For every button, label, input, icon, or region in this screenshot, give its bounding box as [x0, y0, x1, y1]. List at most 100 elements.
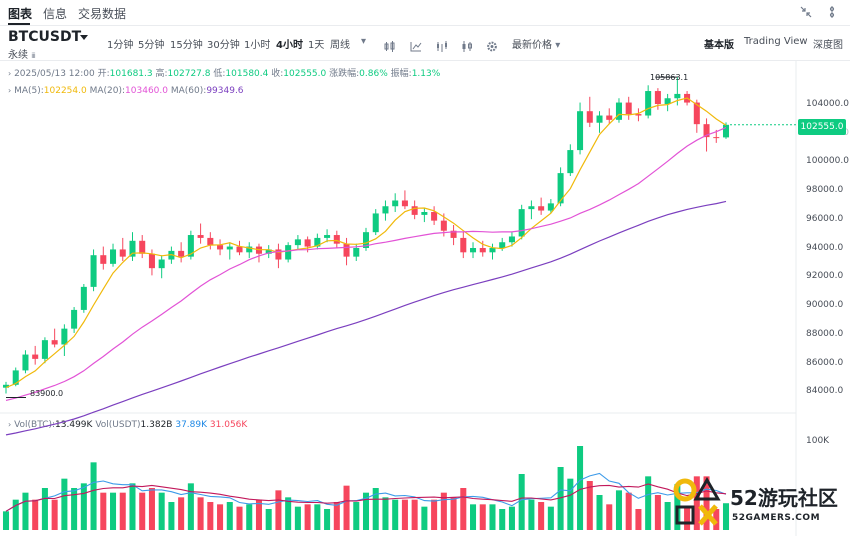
- price-tick: 84000.0: [806, 386, 844, 396]
- candle-body: [411, 206, 418, 215]
- drawing-icon[interactable]: [436, 37, 448, 52]
- volume-bar: [71, 488, 78, 530]
- close-value: 102555.0: [283, 69, 327, 79]
- volume-bar: [567, 478, 574, 530]
- collapse-icon[interactable]: [800, 6, 812, 18]
- candle-body: [119, 249, 126, 257]
- volume-bar: [246, 504, 253, 530]
- volume-bar: [547, 506, 554, 530]
- tab-info[interactable]: 信息: [43, 7, 68, 21]
- volume-bar: [508, 506, 515, 530]
- candle-body: [372, 213, 379, 233]
- candle-body: [538, 206, 545, 211]
- candle-body: [518, 209, 525, 237]
- price-type-dropdown-icon: ▾: [555, 40, 561, 51]
- current-price-tag: 102555.0: [798, 119, 846, 135]
- volume-bar: [401, 499, 408, 530]
- interval-weekly[interactable]: 周线: [330, 40, 350, 51]
- volume-bar: [693, 476, 700, 530]
- view-tradingview[interactable]: Trading View: [744, 36, 808, 47]
- volume-bar: [178, 497, 185, 530]
- volume-bar: [12, 499, 19, 530]
- candle-body: [635, 114, 642, 116]
- interval-15m[interactable]: 15分钟: [170, 40, 203, 51]
- candle-body: [197, 235, 204, 238]
- candle-body: [508, 236, 515, 243]
- candle-body: [343, 243, 350, 257]
- candle-body: [158, 259, 165, 269]
- volume-bar: [110, 492, 117, 530]
- volume-bar: [411, 499, 418, 530]
- more-intervals-icon[interactable]: ▾: [361, 36, 367, 47]
- interval-30m[interactable]: 30分钟: [207, 40, 240, 51]
- volume-bar: [80, 483, 87, 530]
- low-value: 101580.4: [225, 69, 269, 79]
- view-depth[interactable]: 深度图: [813, 40, 843, 51]
- volume-bar: [538, 502, 545, 530]
- watermark-title: 52游玩社区: [730, 486, 838, 510]
- ma60-line: [5, 200, 727, 436]
- low-marker-label: 83900.0: [30, 389, 64, 398]
- volume-bar: [615, 490, 622, 530]
- candle-body: [110, 249, 117, 264]
- view-basic[interactable]: 基本版: [704, 40, 734, 51]
- ma-collapse-chevron-icon[interactable]: ›: [8, 86, 12, 95]
- candle-body: [51, 340, 58, 345]
- interval-5m[interactable]: 5分钟: [138, 40, 165, 51]
- volume-bar: [236, 506, 243, 530]
- volume-bar: [158, 492, 165, 530]
- tab-trading-data[interactable]: 交易数据: [78, 7, 127, 21]
- candle-body: [41, 340, 48, 359]
- candle-body: [304, 239, 311, 247]
- candle-body: [353, 248, 360, 257]
- ma20-value: 103460.0: [125, 86, 168, 96]
- candle-body: [606, 115, 613, 120]
- candle-body: [324, 235, 331, 238]
- symbol-name[interactable]: BTCUSDT: [8, 29, 82, 45]
- volume-bar: [703, 476, 710, 530]
- volume-bar: [450, 497, 457, 530]
- interval-4h[interactable]: 4小时: [276, 40, 303, 51]
- volume-bar: [713, 509, 720, 530]
- volume-bar: [577, 446, 584, 530]
- high-marker-label: 105863.1: [650, 73, 689, 82]
- volume-bar: [392, 499, 399, 530]
- price-tick: 96000.0: [806, 214, 844, 224]
- indicator-icon[interactable]: [410, 37, 422, 52]
- volume-bar: [314, 504, 321, 530]
- compare-icon[interactable]: [461, 37, 473, 52]
- tab-chart[interactable]: 图表: [8, 7, 33, 21]
- interval-1m[interactable]: 1分钟: [107, 40, 134, 51]
- symbol-dropdown-icon[interactable]: [80, 35, 88, 40]
- layout-icon[interactable]: [826, 6, 838, 18]
- price-tick: 100000.0: [806, 156, 849, 166]
- candle-body: [586, 111, 593, 123]
- price-tick: 86000.0: [806, 358, 844, 368]
- volume-bar: [22, 492, 29, 530]
- candle-body: [392, 200, 399, 207]
- vol-collapse-chevron-icon[interactable]: ›: [8, 420, 12, 429]
- candle-body: [693, 102, 700, 125]
- volume-bar: [431, 499, 438, 530]
- volume-bar: [421, 506, 428, 530]
- candle-style-icon[interactable]: [384, 37, 396, 52]
- interval-1h[interactable]: 1小时: [244, 40, 271, 51]
- candle-body: [547, 203, 554, 211]
- price-tick: 92000.0: [806, 271, 844, 281]
- candle-body: [2, 384, 10, 388]
- candle-body: [450, 230, 457, 238]
- interval-1d[interactable]: 1天: [308, 40, 325, 51]
- settings-icon[interactable]: [486, 37, 498, 52]
- candle-body: [557, 173, 564, 204]
- candle-body: [285, 245, 292, 260]
- price-type-select[interactable]: 最新价格 ▾: [512, 40, 561, 51]
- volume-bar: [304, 504, 311, 530]
- volume-bar: [333, 502, 340, 530]
- candle-body: [314, 237, 321, 247]
- candle-body: [12, 370, 19, 385]
- candle-body: [713, 137, 720, 139]
- candle-body: [139, 240, 146, 254]
- candle-body: [431, 212, 438, 221]
- collapse-chevron-icon[interactable]: ›: [8, 69, 12, 78]
